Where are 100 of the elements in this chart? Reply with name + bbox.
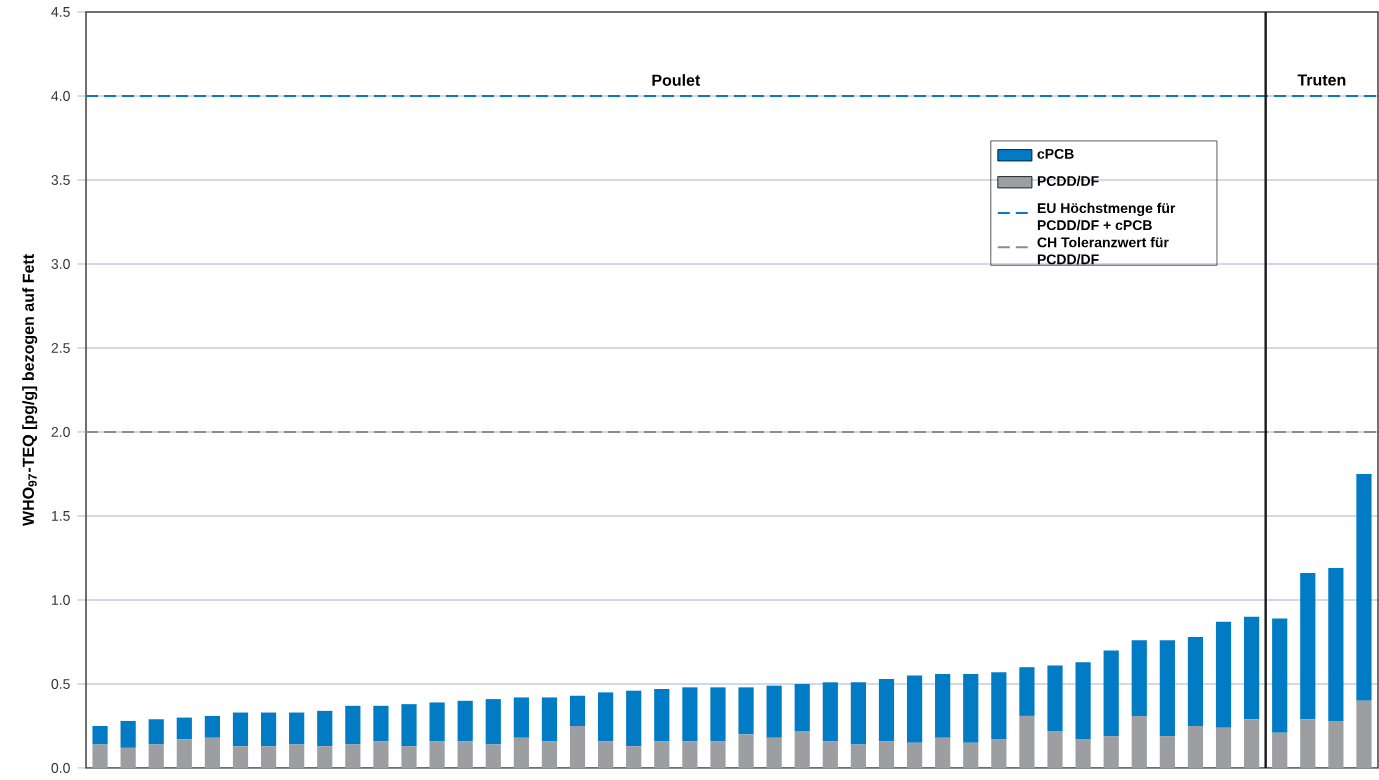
bar: [513, 697, 529, 738]
bar: [626, 690, 642, 747]
bar: [429, 741, 445, 768]
bar: [1215, 621, 1232, 728]
y-tick-label: 3.5: [51, 175, 70, 185]
y-tick-label: 1.5: [52, 511, 70, 521]
bar: [92, 725, 108, 745]
y-axis-title: WHO$_{97}$-TEQ [pg/g] bezogen auf Fett: [22, 254, 38, 527]
bar: [148, 744, 164, 768]
bar: [1187, 725, 1204, 768]
bar: [1187, 636, 1204, 726]
y-tick-label: 2.5: [51, 343, 70, 353]
bar: [906, 742, 923, 768]
bar: [204, 715, 220, 738]
bar: [626, 746, 642, 768]
bar: [794, 731, 810, 768]
bar: [457, 700, 473, 742]
bar: [1103, 736, 1119, 768]
bar: [822, 682, 838, 742]
y-tick-label: 2.0: [51, 427, 70, 437]
bar: [569, 695, 586, 726]
bar: [541, 741, 558, 768]
annotation: Truten: [1297, 74, 1346, 86]
bar: [176, 739, 192, 768]
bar: [1131, 640, 1147, 716]
bar: [991, 739, 1007, 768]
bar: [1103, 650, 1119, 737]
bar: [485, 744, 501, 768]
legend-label: EU Höchstmenge für PCDD/DF + cPCB: [1037, 202, 1176, 231]
bar: [345, 744, 361, 768]
bar: [541, 697, 558, 742]
bar: [569, 725, 586, 768]
bar: [1215, 727, 1232, 768]
legend-label: PCDD/DF: [1037, 175, 1099, 187]
bar: [1075, 662, 1091, 740]
bar: [260, 712, 277, 747]
bar: [289, 744, 305, 768]
bar: [317, 746, 333, 768]
bar: [906, 675, 923, 743]
bar: [1300, 573, 1316, 720]
bar: [373, 741, 389, 768]
y-tick-label: 0.5: [51, 679, 70, 689]
bar: [766, 737, 782, 768]
bar: [345, 705, 361, 745]
bar: [401, 704, 417, 747]
bar: [1019, 667, 1035, 716]
legend-label: cPCB: [1037, 148, 1074, 159]
bar: [738, 687, 754, 735]
bar: [120, 747, 136, 768]
bar: [654, 689, 670, 742]
bar: [1047, 731, 1063, 768]
bar: [598, 741, 614, 768]
bar: [1328, 720, 1344, 768]
bar: [878, 678, 895, 742]
bar: [485, 699, 501, 745]
y-tick-label: 1.0: [52, 595, 70, 605]
bar: [991, 672, 1007, 740]
bar: [710, 687, 726, 742]
bar: [429, 702, 445, 742]
bar: [232, 746, 249, 768]
bar: [850, 682, 866, 745]
bar: [457, 741, 473, 768]
bar: [822, 741, 838, 768]
bar: [232, 712, 249, 747]
bar: [963, 742, 979, 768]
bar: [120, 720, 136, 748]
bar: [682, 687, 698, 742]
bar: [1328, 568, 1344, 721]
bar: [148, 719, 164, 745]
bar: [1047, 665, 1063, 732]
bar: [260, 746, 277, 768]
bar: [289, 712, 305, 745]
bar: [513, 737, 529, 768]
annotation: Poulet: [652, 74, 701, 86]
bar: [1356, 473, 1372, 701]
bar: [682, 741, 698, 768]
bar: [317, 710, 333, 747]
bar: [1019, 715, 1035, 768]
bar: [963, 673, 979, 743]
bar: [176, 717, 192, 740]
y-tick-label: 4.5: [51, 7, 70, 17]
bar: [1075, 739, 1091, 768]
bar: [738, 734, 754, 768]
bar: [1244, 616, 1260, 720]
bar: [935, 737, 951, 768]
bar: [1272, 732, 1288, 768]
bar: [401, 746, 417, 768]
bar: [598, 692, 614, 742]
bar: [204, 737, 220, 768]
bar: [850, 744, 866, 768]
bar: [935, 673, 951, 738]
bar: [794, 683, 810, 732]
bar: [878, 741, 895, 768]
bar: [1244, 719, 1260, 768]
y-tick-label: 4.0: [51, 91, 70, 101]
bar: [1356, 700, 1372, 768]
legend-label: CH Toleranzwert für PCDD/DF: [1037, 237, 1169, 265]
y-tick-label: 3.0: [51, 259, 70, 269]
bar: [766, 685, 782, 738]
bar: [1300, 719, 1316, 768]
